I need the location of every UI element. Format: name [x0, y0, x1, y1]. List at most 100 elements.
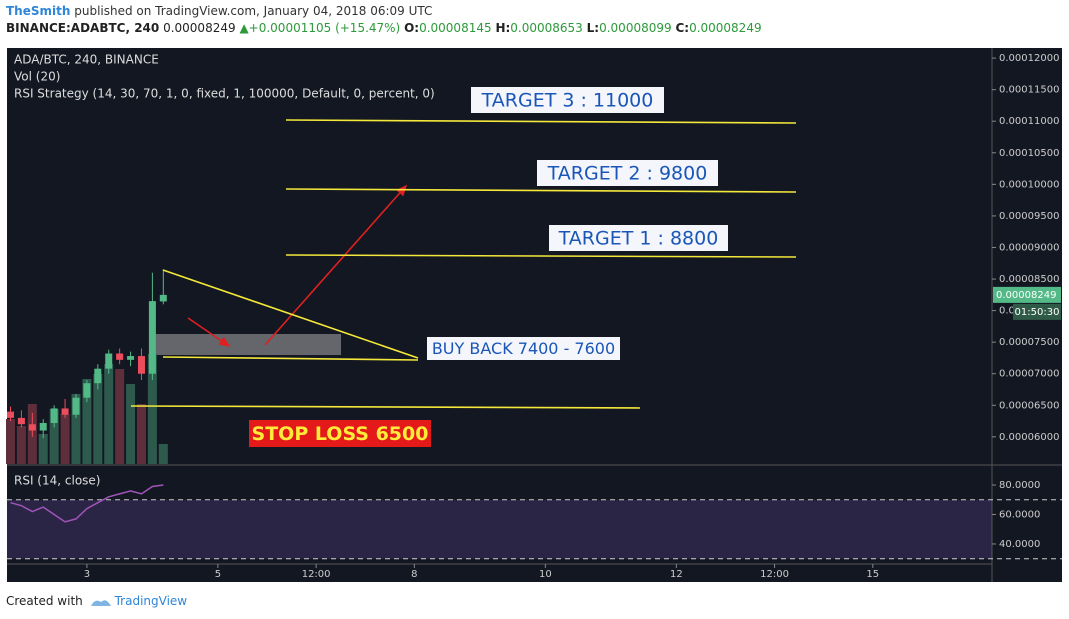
l-label: L:: [586, 21, 600, 35]
target-1-line: [285, 254, 797, 258]
l-value: 0.00008099: [599, 21, 672, 35]
volume-bar: [126, 384, 136, 464]
volume-bar: [16, 426, 26, 464]
chart: 0.00006000 0.00006500 0.00007000 0.00007500…: [5, 48, 1062, 582]
o-value: 0.00008145: [419, 21, 492, 35]
volume-bar: [49, 409, 59, 464]
countdown: 01:50:30: [1015, 307, 1060, 318]
volume-bar: [71, 394, 81, 464]
rsi-tick-label: 80.0000: [999, 480, 1040, 491]
candle-body: [159, 294, 167, 302]
y-tick-label: 0.00008500: [999, 274, 1059, 285]
y-tick-label: 0.00011500: [999, 85, 1059, 96]
annotation-box: [471, 87, 664, 113]
chart-background: [7, 48, 992, 582]
h-value: 0.00008653: [510, 21, 583, 35]
candle-body: [6, 411, 14, 418]
change: +0.00001105 (+15.47%): [248, 21, 401, 35]
annotation-label: TARGET 3 : 11000: [481, 90, 654, 112]
candle-body: [137, 356, 145, 374]
last-price-box: [993, 286, 1061, 303]
volume-bar: [115, 369, 125, 464]
last-price-label: 0.00008249: [996, 290, 1056, 301]
annotation-box: [537, 160, 718, 186]
x-tick-label: 5: [215, 569, 221, 580]
candle-body: [127, 356, 135, 360]
o-label: O:: [404, 21, 420, 35]
x-tick-label: 3: [84, 569, 90, 580]
x-tick-label: 12:00: [760, 569, 789, 580]
y-tick-label: 0.00011000: [999, 116, 1059, 127]
c-value: 0.00008249: [689, 21, 762, 35]
author[interactable]: TheSmith: [6, 4, 71, 18]
brand[interactable]: TradingView: [114, 594, 188, 608]
candle-body: [116, 353, 124, 360]
annotation-box: [427, 337, 620, 360]
countdown-box: [1013, 303, 1061, 320]
volume-bar: [5, 419, 15, 464]
x-tick-label: 12:00: [302, 569, 331, 580]
legend-entry: ADA/BTC, 240, BINANCE: [14, 53, 159, 67]
y-tick-label: 0.00012000: [999, 53, 1059, 64]
candle-body: [61, 408, 69, 415]
rsi-tick-label: 40.0000: [999, 539, 1040, 550]
created-with: Created with: [6, 594, 83, 608]
volume-bar: [104, 364, 114, 464]
x-tick-label: 15: [866, 569, 879, 580]
y-tick-label: 0.00006500: [999, 400, 1059, 411]
candle-body: [28, 424, 36, 431]
volume-bar: [60, 414, 70, 464]
volume-bar: [93, 374, 103, 464]
annotation-box: [549, 225, 728, 251]
candle-body: [94, 368, 102, 384]
wedge-upper: [162, 269, 419, 359]
x-tick-label: 12: [670, 569, 683, 580]
candle-body: [17, 417, 25, 425]
volume-bar: [147, 354, 157, 464]
last-price: 0.00008249: [163, 21, 236, 35]
volume-bar: [136, 404, 146, 464]
y-tick-label: 0.00009500: [999, 211, 1059, 222]
y-tick-label: 0.00010000: [999, 179, 1059, 190]
down-arrow: [187, 317, 231, 347]
rsi-legend: RSI (14, close): [14, 474, 100, 488]
annotation-label: STOP LOSS 6500: [252, 423, 429, 445]
annotation-label: TARGET 2 : 9800: [547, 163, 708, 185]
symbol: BINANCE:ADABTC, 240: [6, 21, 160, 35]
candle-body: [105, 353, 113, 369]
candle-body: [148, 301, 156, 374]
x-tick-label: 8: [411, 569, 417, 580]
candle-body: [39, 422, 47, 431]
candle-body: [72, 397, 80, 415]
footer: Created with TradingView: [6, 594, 187, 608]
stop-loss-line: [130, 405, 641, 409]
target-3-line: [285, 119, 797, 124]
wedge-lower: [162, 356, 419, 361]
h-label: H:: [495, 21, 511, 35]
y-tick-label: 0.00009000: [999, 242, 1059, 253]
up-arrow: [264, 184, 408, 346]
volume-bar: [158, 444, 168, 464]
y-tick-label: 0.00010500: [999, 148, 1059, 159]
y-tick-label: 0.00007500: [999, 337, 1059, 348]
candle-body: [50, 408, 58, 423]
annotation-label: BUY BACK 7400 - 7600: [432, 339, 615, 358]
rsi-tick-label: 60.0000: [999, 509, 1040, 520]
c-label: C:: [675, 21, 690, 35]
annotation-label: TARGET 1 : 8800: [558, 228, 719, 250]
published: published on TradingView.com, January 04…: [74, 4, 433, 18]
target-2-line: [285, 188, 797, 193]
header-line-2: BINANCE:ADABTC, 240 0.00008249 ▲+0.00001…: [6, 21, 762, 35]
candle-body: [83, 383, 91, 398]
header-line-1: TheSmith published on TradingView.com, J…: [6, 4, 432, 18]
legend-entry: RSI Strategy (14, 30, 70, 1, 0, fixed, 1…: [14, 87, 435, 101]
volume-bar: [38, 434, 48, 464]
legend-entry: Vol (20): [14, 70, 60, 84]
volume-bar: [82, 379, 92, 464]
x-tick-label: 10: [539, 569, 552, 580]
logo: [90, 599, 111, 606]
drawings: [130, 119, 797, 409]
y-tick-label: 0.00007000: [999, 369, 1059, 380]
change-arrow: ▲: [239, 21, 249, 35]
